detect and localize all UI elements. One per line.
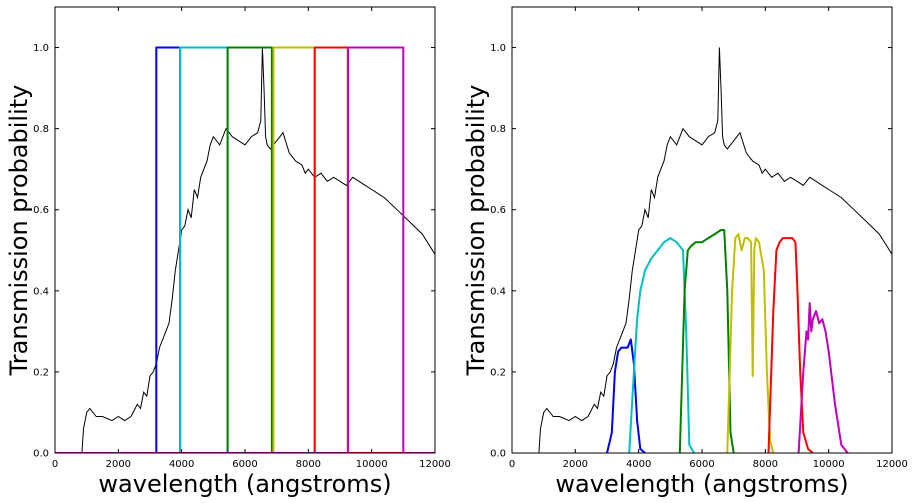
filter-series-line-4 (55, 46, 435, 453)
filter-series-line-5 (767, 237, 814, 453)
y-tick-label: 0.6 (490, 205, 506, 216)
filter-series-line-5 (55, 46, 435, 453)
spectrum-line (55, 47, 435, 453)
x-tick-label: 0 (52, 459, 58, 470)
filter-series-line-6 (55, 46, 435, 453)
x-axis-label: wavelength (angstroms) (555, 470, 848, 498)
x-tick-label: 4000 (169, 459, 194, 470)
x-tick-label: 10000 (356, 459, 388, 470)
y-tick-label: 0.4 (33, 286, 49, 297)
x-tick-label: 6000 (689, 459, 714, 470)
y-axis-label: Transmission probability (5, 85, 33, 377)
y-tick-label: 0.2 (490, 367, 506, 378)
y-axis-label: Transmission probability (462, 85, 490, 377)
filter-series-line-2 (55, 46, 435, 453)
x-tick-label: 0 (509, 459, 515, 470)
y-tick-label: 0.4 (490, 286, 506, 297)
x-tick-label: 2000 (563, 459, 588, 470)
y-tick-label: 0.0 (33, 449, 49, 460)
x-tick-label: 6000 (232, 459, 257, 470)
left-panel: 0 2000 4000 6000 8000 10000 12000 0.0 0.2 0.4 0.6 0… (5, 6, 451, 498)
y-tick-label: 0.8 (33, 124, 49, 135)
y-tick-label: 0.6 (33, 205, 49, 216)
x-tick-label: 8000 (753, 459, 778, 470)
x-tick-label: 12000 (876, 459, 908, 470)
y-tick-label: 1.0 (490, 43, 506, 54)
y-tick-label: 0.2 (33, 367, 49, 378)
filter-series-line-3 (678, 229, 735, 453)
spectrum-line (512, 47, 892, 453)
filter-series-line-6 (797, 302, 849, 453)
x-tick-label: 10000 (813, 459, 845, 470)
x-tick-label: 12000 (419, 459, 451, 470)
y-tick-label: 1.0 (33, 43, 49, 54)
x-tick-label: 8000 (296, 459, 321, 470)
filter-series-line-2 (628, 237, 695, 453)
right-panel: 0 2000 4000 6000 8000 10000 12000 0.0 0.2 0.4 0.6 0… (462, 6, 908, 498)
filter-series-line-3 (55, 46, 435, 453)
filter-series-line-1 (606, 338, 646, 453)
filter-series-line-4 (726, 233, 775, 453)
y-tick-label: 0.8 (490, 124, 506, 135)
x-tick-label: 4000 (626, 459, 651, 470)
x-tick-label: 2000 (106, 459, 131, 470)
y-tick-label: 0.0 (490, 449, 506, 460)
filter-series-line-1 (55, 46, 435, 453)
x-axis-label: wavelength (angstroms) (98, 470, 391, 498)
